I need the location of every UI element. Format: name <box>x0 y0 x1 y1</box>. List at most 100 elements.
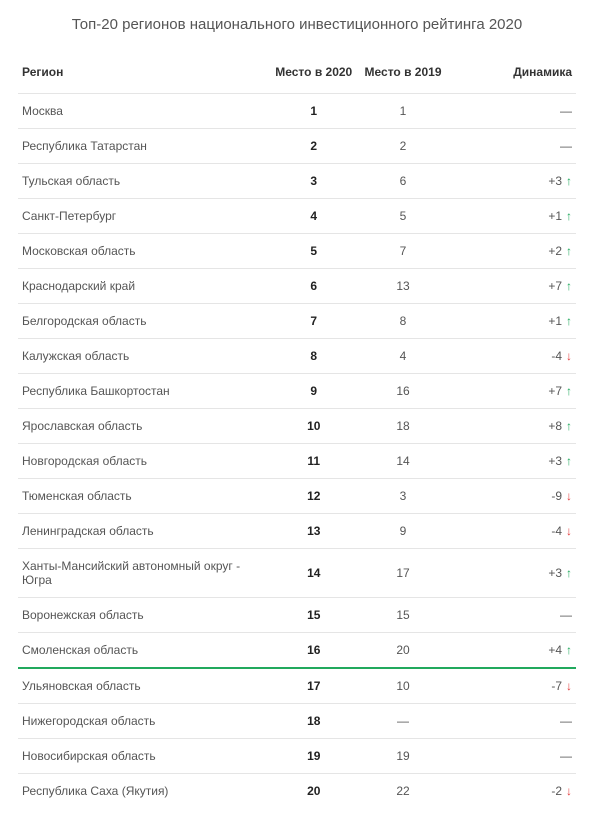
table-row: Ульяновская область1710-7↓ <box>18 668 576 704</box>
dynamics-value: -2 <box>551 784 562 798</box>
cell-dynamics: — <box>448 94 576 129</box>
cell-rank-2020: 13 <box>269 514 358 549</box>
dynamics-value: — <box>560 139 572 153</box>
table-row: Ярославская область1018+8↑ <box>18 409 576 444</box>
arrow-up-icon: ↑ <box>566 314 572 328</box>
arrow-up-icon: ↑ <box>566 454 572 468</box>
cell-region: Ленинградская область <box>18 514 269 549</box>
cell-rank-2020: 9 <box>269 374 358 409</box>
cell-dynamics: +3 ↑ <box>448 164 576 199</box>
arrow-up-icon: ↑ <box>566 384 572 398</box>
table-row: Белгородская область78 +1 ↑ <box>18 304 576 339</box>
table-row: Новгородская область1114 +3 ↑ <box>18 444 576 479</box>
table-row: Нижегородская область18—— <box>18 704 576 739</box>
table-row: Тульская область36+3↑ <box>18 164 576 199</box>
table-row: Республика Башкортостан916+7↑ <box>18 374 576 409</box>
cell-rank-2020: 19 <box>269 739 358 774</box>
cell-rank-2020: 2 <box>269 129 358 164</box>
cell-rank-2019: 18 <box>358 409 447 444</box>
cell-region: Белгородская область <box>18 304 269 339</box>
dynamics-value: +3 <box>548 566 562 580</box>
cell-rank-2019: 16 <box>358 374 447 409</box>
cell-rank-2020: 8 <box>269 339 358 374</box>
cell-rank-2019: 14 <box>358 444 447 479</box>
cell-rank-2019: — <box>358 704 447 739</box>
cell-region: Воронежская область <box>18 598 269 633</box>
cell-rank-2019: 1 <box>358 94 447 129</box>
arrow-down-icon: ↓ <box>566 349 572 363</box>
cell-rank-2019: 20 <box>358 633 447 669</box>
col-header-region: Регион <box>18 55 269 94</box>
dynamics-value: — <box>560 608 572 622</box>
cell-rank-2019: 22 <box>358 774 447 809</box>
cell-rank-2019: 7 <box>358 234 447 269</box>
cell-rank-2019: 10 <box>358 668 447 704</box>
cell-dynamics: +3 ↑ <box>448 549 576 598</box>
cell-region: Санкт-Петербург <box>18 199 269 234</box>
cell-region: Республика Саха (Якутия) <box>18 774 269 809</box>
dynamics-value: -4 <box>551 349 562 363</box>
cell-rank-2020: 12 <box>269 479 358 514</box>
cell-rank-2020: 5 <box>269 234 358 269</box>
cell-dynamics: — <box>448 704 576 739</box>
dynamics-value: -9 <box>551 489 562 503</box>
cell-rank-2019: 19 <box>358 739 447 774</box>
arrow-down-icon: ↓ <box>566 489 572 503</box>
arrow-down-icon: ↓ <box>566 679 572 693</box>
table-row: Московская область57+2↑ <box>18 234 576 269</box>
dynamics-value: +3 <box>548 174 562 188</box>
table-row: Республика Татарстан22— <box>18 129 576 164</box>
cell-rank-2019: 15 <box>358 598 447 633</box>
cell-region: Калужская область <box>18 339 269 374</box>
cell-region: Московская область <box>18 234 269 269</box>
col-header-2020: Место в 2020 <box>269 55 358 94</box>
cell-region: Краснодарский край <box>18 269 269 304</box>
cell-dynamics: +4↑ <box>448 633 576 669</box>
cell-region: Ханты-Мансийский автономный округ - Югра <box>18 549 269 598</box>
table-header-row: Регион Место в 2020 Место в 2019 Динамик… <box>18 55 576 94</box>
table-row: Воронежская область1515— <box>18 598 576 633</box>
dynamics-value: -4 <box>551 524 562 538</box>
arrow-up-icon: ↑ <box>566 209 572 223</box>
table-row: Новосибирская область1919— <box>18 739 576 774</box>
cell-dynamics: +7↑ <box>448 269 576 304</box>
cell-rank-2020: 17 <box>269 668 358 704</box>
cell-rank-2020: 10 <box>269 409 358 444</box>
cell-region: Новгородская область <box>18 444 269 479</box>
arrow-up-icon: ↑ <box>566 244 572 258</box>
arrow-down-icon: ↓ <box>566 524 572 538</box>
cell-rank-2020: 1 <box>269 94 358 129</box>
cell-region: Республика Башкортостан <box>18 374 269 409</box>
dynamics-value: +1 <box>548 314 562 328</box>
cell-rank-2019: 8 <box>358 304 447 339</box>
cell-dynamics: +1↑ <box>448 199 576 234</box>
cell-rank-2020: 20 <box>269 774 358 809</box>
cell-rank-2019: 9 <box>358 514 447 549</box>
arrow-up-icon: ↑ <box>566 566 572 580</box>
table-row: Смоленская область1620+4↑ <box>18 633 576 669</box>
cell-rank-2020: 7 <box>269 304 358 339</box>
cell-rank-2020: 15 <box>269 598 358 633</box>
arrow-up-icon: ↑ <box>566 174 572 188</box>
dynamics-value: +4 <box>548 643 562 657</box>
cell-dynamics: +3 ↑ <box>448 444 576 479</box>
cell-dynamics: — <box>448 739 576 774</box>
cell-rank-2020: 11 <box>269 444 358 479</box>
table-row: Ханты-Мансийский автономный округ - Югра… <box>18 549 576 598</box>
col-header-dynamics: Динамика <box>448 55 576 94</box>
cell-rank-2019: 6 <box>358 164 447 199</box>
cell-region: Ульяновская область <box>18 668 269 704</box>
table-row: Республика Саха (Якутия)2022-2↓ <box>18 774 576 809</box>
dynamics-value: +3 <box>548 454 562 468</box>
cell-dynamics: — <box>448 129 576 164</box>
cell-dynamics: +8↑ <box>448 409 576 444</box>
cell-rank-2019: 5 <box>358 199 447 234</box>
cell-region: Нижегородская область <box>18 704 269 739</box>
cell-rank-2019: 13 <box>358 269 447 304</box>
cell-dynamics: — <box>448 598 576 633</box>
cell-dynamics: +1 ↑ <box>448 304 576 339</box>
cell-rank-2019: 4 <box>358 339 447 374</box>
cell-region: Смоленская область <box>18 633 269 669</box>
cell-region: Ярославская область <box>18 409 269 444</box>
cell-rank-2020: 14 <box>269 549 358 598</box>
